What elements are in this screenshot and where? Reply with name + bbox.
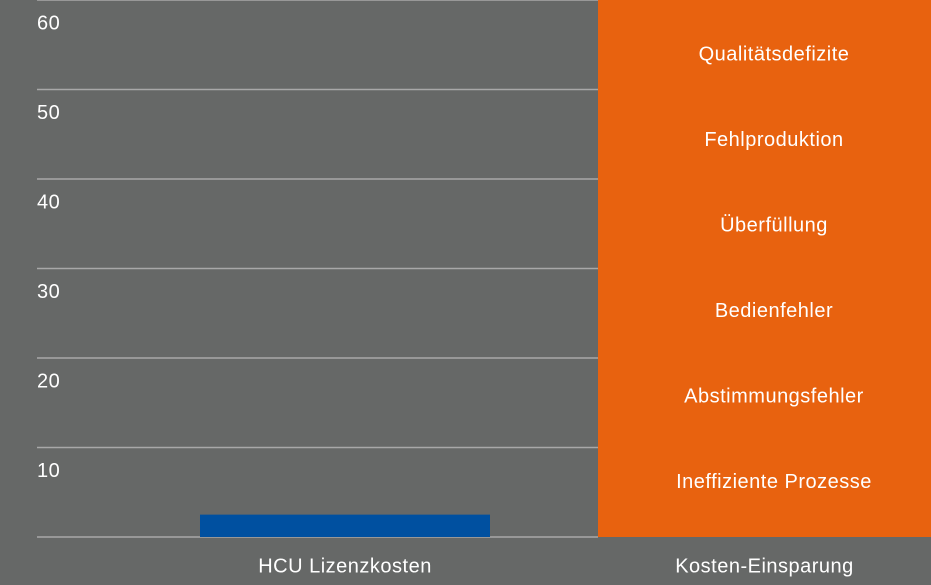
y-tick-label: 60	[37, 12, 60, 34]
y-tick-label: 10	[37, 460, 60, 482]
y-tick-label: 50	[37, 102, 60, 124]
y-tick-label: 20	[37, 370, 60, 392]
x-tick-label: Kosten-Einsparung	[675, 555, 854, 577]
bar	[598, 0, 931, 537]
bar-annotation: Qualitätsdefizite	[699, 43, 850, 65]
x-tick-label: HCU Lizenzkosten	[258, 555, 432, 577]
bar-annotation: Bedienfehler	[715, 300, 833, 322]
y-tick-label: 30	[37, 281, 60, 303]
bar-annotation: Fehlproduktion	[704, 129, 843, 151]
bar	[200, 514, 490, 537]
bar-annotation: Ineffiziente Prozesse	[676, 471, 872, 493]
bar-annotation: Abstimmungsfehler	[684, 385, 864, 407]
y-tick-label: 40	[37, 191, 60, 213]
bar-annotation: Überfüllung	[720, 214, 828, 236]
